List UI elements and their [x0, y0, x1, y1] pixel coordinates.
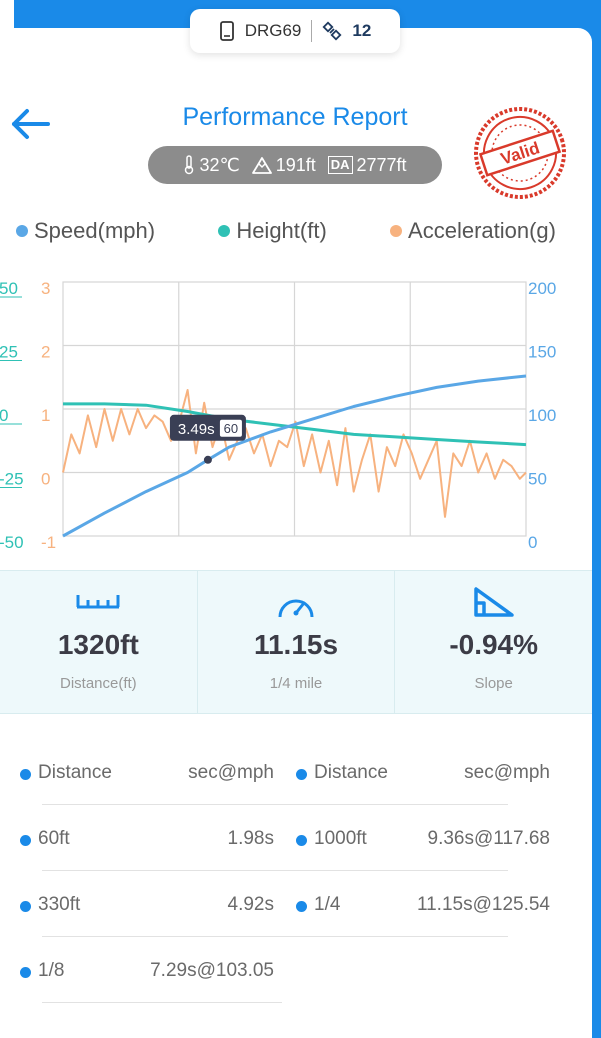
split-time: 4.92s — [227, 894, 274, 915]
tick-label-height: 0 — [0, 406, 8, 425]
satellite-icon — [322, 21, 342, 41]
device-name: DRG69 — [244, 21, 302, 40]
split-distance: 1/4 — [314, 894, 341, 915]
slope-icon — [473, 587, 514, 617]
stat-value: -0.94% — [449, 629, 539, 660]
legend-dot — [390, 225, 403, 237]
thermometer-icon — [185, 155, 194, 175]
density-altitude: DA 2777ft — [327, 155, 407, 176]
split-time: 11.15s@125.54 — [416, 894, 550, 915]
header-distance: Distance — [38, 762, 112, 783]
series-line-speed-mph — [62, 374, 527, 538]
row-bullet — [20, 769, 31, 780]
stat-label: Distance(ft) — [59, 675, 137, 692]
tooltip-time: 3.49s — [178, 421, 215, 438]
row-divider — [42, 936, 508, 937]
row-bullet — [20, 901, 31, 912]
separator — [311, 20, 313, 42]
satellite-count: 12 — [352, 21, 372, 40]
report-card — [0, 28, 592, 1038]
chart-legend: Speed(mph) Height(ft) Acceleration(g) — [16, 218, 596, 244]
ruler-icon — [76, 595, 120, 609]
tick-label-acceleration: 0 — [41, 470, 50, 489]
tick-label-height: -25 — [0, 470, 24, 489]
row-bullet — [20, 967, 31, 978]
series-line-acceleration-g — [62, 389, 527, 518]
elevation: 191ft — [251, 155, 316, 176]
table-row: 60ft 1.98s 1000ft 9.36s@117.68 — [0, 806, 592, 872]
speedometer-icon — [278, 599, 314, 618]
tick-label-height: -50 — [0, 533, 24, 548]
legend-height[interactable]: Height(ft) — [218, 218, 327, 244]
split-distance: 1000ft — [314, 828, 367, 849]
row-bullet — [296, 769, 307, 780]
header-distance: Distance — [314, 762, 388, 783]
split-times-table: Distance sec@mph Distance sec@mph 60ft 1… — [0, 740, 592, 1004]
tick-label-acceleration: 1 — [41, 406, 50, 425]
conditions-pill: 32℃ 191ft DA 2777ft — [148, 146, 442, 184]
stats-panel: 1320ft Distance(ft) 11.15s 1/4 mile -0.9… — [0, 570, 592, 714]
table-row: 330ft 4.92s 1/4 11.15s@125.54 — [0, 872, 592, 938]
mountain-icon — [251, 157, 272, 174]
legend-dot — [16, 225, 28, 237]
da-badge: DA — [327, 156, 353, 174]
split-time: 7.29s@103.05 — [150, 960, 274, 981]
stat-value: 1320ft — [57, 629, 139, 660]
split-distance: 60ft — [38, 828, 70, 849]
stat-slope: -0.94% Slope — [394, 571, 592, 713]
back-arrow-icon[interactable] — [10, 108, 52, 140]
tick-label-acceleration: -1 — [41, 533, 56, 548]
legend-acceleration[interactable]: Acceleration(g) — [390, 218, 556, 244]
table-header-row: Distance sec@mph Distance sec@mph — [0, 740, 592, 806]
header-sec-mph: sec@mph — [464, 762, 550, 783]
page-title: Performance Report — [182, 103, 408, 131]
tick-label-height: 50 — [0, 279, 18, 298]
tooltip-marker — [203, 455, 212, 464]
stat-quarter-mile: 11.15s 1/4 mile — [196, 571, 395, 713]
tick-label-speed: 200 — [528, 279, 556, 298]
row-divider — [42, 870, 508, 871]
legend-speed[interactable]: Speed(mph) — [16, 218, 155, 244]
tooltip-speed: 60 — [224, 421, 238, 436]
stat-label: Slope — [474, 675, 513, 692]
stat-value: 11.15s — [253, 629, 339, 660]
stat-label: 1/4 mile — [269, 675, 323, 692]
split-time: 9.36s@117.68 — [427, 828, 550, 849]
row-divider — [42, 804, 508, 805]
split-distance: 1/8 — [38, 960, 65, 981]
tick-label-acceleration: 2 — [41, 343, 50, 362]
phone-icon — [219, 21, 234, 41]
tick-label-speed: 50 — [528, 470, 547, 489]
device-pill[interactable]: DRG69 12 — [190, 9, 400, 53]
legend-dot — [218, 225, 231, 237]
tick-label-height: 25 — [0, 343, 18, 362]
row-bullet — [296, 835, 307, 846]
tooltip-speed-badge — [219, 419, 242, 437]
tick-label-speed: 150 — [528, 343, 556, 362]
tick-label-acceleration: 3 — [41, 279, 50, 298]
temperature: 32℃ — [183, 155, 240, 176]
row-divider — [42, 1002, 282, 1003]
table-row: 1/8 7.29s@103.05 — [0, 938, 592, 1004]
tick-label-speed: 100 — [528, 406, 556, 425]
tick-label-speed: 0 — [528, 533, 537, 548]
header-sec-mph: sec@mph — [188, 762, 274, 783]
row-bullet — [296, 901, 307, 912]
stat-distance: 1320ft Distance(ft) — [0, 571, 197, 713]
valid-stamp: Valid — [474, 107, 566, 199]
split-time: 1.98s — [227, 828, 274, 849]
split-distance: 330ft — [38, 894, 81, 915]
performance-chart[interactable]: 50 25 0 -25 -50 3 2 1 0 -1 200 150 100 50 0 3.49s 60 — [0, 258, 592, 548]
row-bullet — [20, 835, 31, 846]
